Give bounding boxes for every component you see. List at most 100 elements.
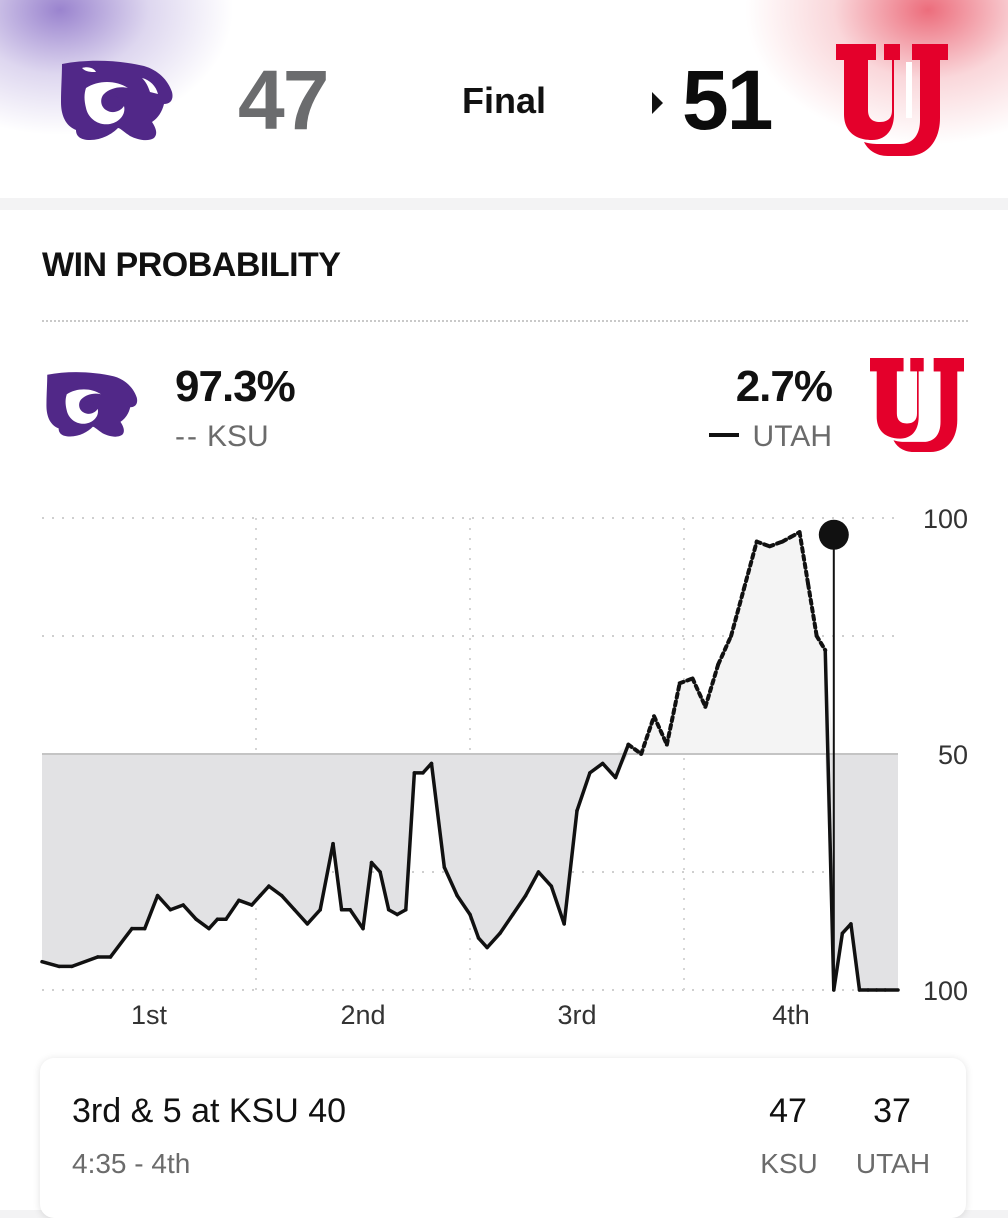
win-probability-chart[interactable]: 1st 2nd 3rd 4th 100 50 100 xyxy=(0,210,1008,1070)
utah-line-segment xyxy=(258,884,271,898)
solid-line-legend-icon xyxy=(708,433,739,438)
win-probability-card: WIN PROBABILITY 97.3% -- KSU 2.7% UTAH 1s… xyxy=(0,210,1008,1210)
ksu-line-segment xyxy=(814,634,828,653)
utah-line-segment xyxy=(562,808,579,926)
utah-area-fill xyxy=(42,754,898,990)
utah-line-segment xyxy=(40,959,61,969)
section-title: WIN PROBABILITY xyxy=(42,246,341,284)
ksu-line-segment xyxy=(664,681,682,747)
utah-block-u-logo-icon[interactable] xyxy=(836,44,948,156)
utah-line-segment xyxy=(498,912,515,936)
utah-line-segment xyxy=(224,898,241,921)
utah-line-segment xyxy=(613,742,631,780)
current-play-dot xyxy=(818,519,849,550)
utah-line-segment xyxy=(575,771,592,813)
current-play-card[interactable]: 3rd & 5 at KSU 40 4:35 - 4th 47 37 KSU U… xyxy=(40,1058,966,1218)
ksu-line-segment xyxy=(677,676,695,686)
game-status: Final xyxy=(461,80,546,121)
utah-line-segment xyxy=(588,761,605,775)
utah-line-segment xyxy=(142,893,160,931)
utah-line-segment xyxy=(849,922,862,992)
utah-line-segment xyxy=(476,936,489,950)
utah-line-segment xyxy=(442,865,459,898)
utah-line-segment xyxy=(108,926,134,959)
scoreboard-header: 47 Final 51 xyxy=(0,0,1008,198)
x-tick-label: 2nd xyxy=(340,1000,385,1030)
utah-line-segment xyxy=(181,903,198,921)
utah-line-segment xyxy=(249,893,263,907)
home-play-score: 37 xyxy=(873,1092,911,1130)
y-tick-label: 100 xyxy=(923,504,968,534)
ksu-line-segment xyxy=(754,539,772,549)
ksu-line-segment xyxy=(767,539,785,549)
ksu-line-segment xyxy=(690,676,708,709)
utah-line-segment xyxy=(207,917,220,931)
ksu-line-segment xyxy=(716,634,734,667)
utah-line-segment xyxy=(549,884,566,926)
chart-fills xyxy=(42,532,898,990)
utah-line-segment xyxy=(237,898,254,907)
utah-line-segment xyxy=(267,884,284,898)
utah-line-segment xyxy=(279,893,297,912)
away-legend-label: KSU xyxy=(206,420,269,453)
y-tick-label: 100 xyxy=(923,976,968,1006)
ksu-line-segment xyxy=(626,742,644,756)
away-play-score: 47 xyxy=(769,1092,807,1130)
utah-line-segment xyxy=(194,917,211,931)
chart-lines xyxy=(40,530,900,992)
play-clock: 4:35 - 4th xyxy=(72,1148,191,1179)
ksu-line-segment xyxy=(639,714,657,756)
utah-line-segment xyxy=(485,931,502,950)
utah-line-segment xyxy=(331,841,344,912)
home-team-score: 51 xyxy=(682,53,773,147)
utah-line-segment xyxy=(511,893,528,917)
home-legend-label: UTAH xyxy=(752,420,832,453)
away-play-team: KSU xyxy=(760,1148,818,1179)
home-play-team: UTAH xyxy=(855,1148,931,1179)
ksu-area-fill xyxy=(42,532,898,754)
away-win-probability: 97.3% xyxy=(175,362,296,411)
home-legend: UTAH xyxy=(708,420,832,454)
utah-line-segment xyxy=(70,955,100,969)
ksu-line-segment xyxy=(806,582,819,638)
utah-line-segment xyxy=(404,771,417,912)
y-tick-label: 50 xyxy=(938,740,968,770)
ksu-line-segment xyxy=(703,662,721,709)
chart-marker xyxy=(818,519,849,990)
play-description: 3rd & 5 at KSU 40 xyxy=(72,1092,347,1130)
ksu-wildcat-logo-icon xyxy=(46,372,138,437)
chart-labels: 1st 2nd 3rd 4th 100 50 100 xyxy=(131,504,968,1030)
ksu-line-segment xyxy=(797,530,811,587)
dashed-line-legend-icon: -- xyxy=(175,420,199,453)
ksu-line-segment xyxy=(729,586,746,638)
utah-line-segment xyxy=(378,870,391,912)
divider xyxy=(42,320,968,322)
x-tick-label: 3rd xyxy=(557,1000,596,1030)
ksu-wildcat-logo-icon[interactable] xyxy=(58,58,176,142)
away-team-score: 47 xyxy=(238,53,329,147)
utah-line-segment xyxy=(536,870,554,888)
utah-line-segment xyxy=(348,908,365,931)
utah-line-segment xyxy=(292,908,310,926)
utah-line-segment xyxy=(600,761,618,780)
ksu-line-segment xyxy=(652,714,669,747)
utah-block-u-logo-icon xyxy=(870,358,964,452)
utah-line-segment xyxy=(168,903,185,912)
x-tick-label: 1st xyxy=(131,1000,168,1030)
utah-line-segment xyxy=(429,761,447,870)
utah-line-segment xyxy=(318,841,335,912)
ksu-line-segment xyxy=(741,539,759,591)
x-tick-label: 4th xyxy=(772,1000,810,1030)
utah-line-segment xyxy=(155,893,173,912)
away-legend: -- KSU xyxy=(175,420,269,454)
utah-line-segment xyxy=(361,860,374,931)
utah-line-segment xyxy=(305,908,322,926)
utah-line-segment xyxy=(832,931,845,992)
utah-line-segment xyxy=(523,870,541,898)
utah-line-segment xyxy=(369,860,382,874)
home-win-probability: 2.7% xyxy=(735,362,833,411)
utah-line-segment xyxy=(455,893,472,917)
utah-line-segment xyxy=(468,912,481,940)
utah-line-segment xyxy=(823,648,836,992)
winner-indicator-icon xyxy=(652,92,663,114)
